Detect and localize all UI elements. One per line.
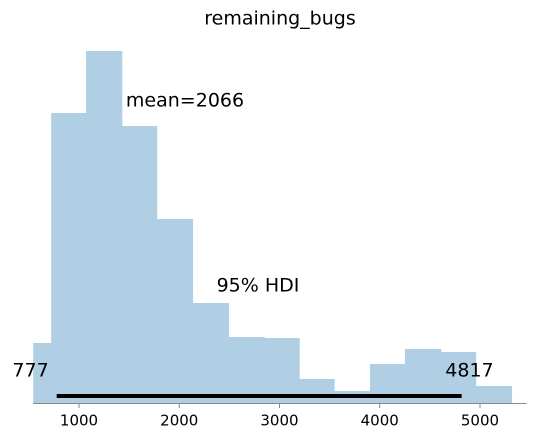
bar — [264, 338, 300, 403]
bar — [192, 303, 229, 403]
hdi-label: 95% HDI — [217, 275, 300, 297]
hdi-low-label: 777 — [12, 360, 48, 382]
bar — [475, 386, 513, 403]
bar — [86, 51, 123, 403]
x-tick-label: 5000 — [461, 412, 499, 430]
x-tick-label: 3000 — [260, 412, 298, 430]
bar — [299, 379, 335, 403]
bar — [51, 113, 87, 403]
bar — [33, 343, 52, 403]
bar — [156, 219, 194, 403]
chart-title: remaining_bugs — [204, 8, 356, 30]
bar — [121, 126, 158, 403]
x-tick-label: 4000 — [361, 412, 399, 430]
mean-label: mean=2066 — [126, 90, 244, 112]
x-tick-label: 1000 — [60, 412, 98, 430]
x-tick-label: 2000 — [160, 412, 198, 430]
hdi-high-label: 4817 — [445, 360, 493, 382]
bar — [228, 337, 265, 403]
